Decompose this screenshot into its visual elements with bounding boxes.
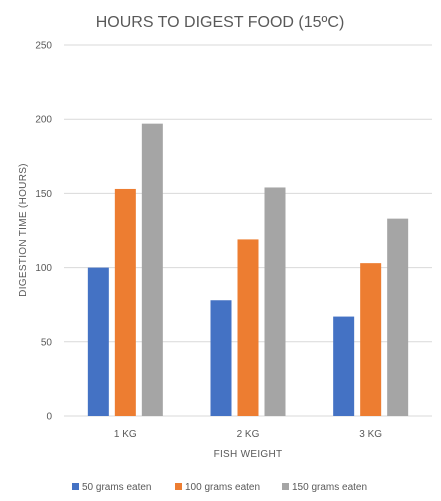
bar-1-2 xyxy=(210,300,232,416)
bar-3-1 xyxy=(141,123,163,416)
bar-3-2 xyxy=(264,187,286,416)
y-axis-title: DIGESTION TIME (HOURS) xyxy=(18,163,29,297)
x-tick-label: 3 KG xyxy=(359,429,382,440)
x-tick-label: 1 KG xyxy=(114,429,137,440)
legend-label-2: 100 grams eaten xyxy=(185,482,260,493)
y-tick-label: 100 xyxy=(35,263,52,274)
x-axis-ticks: 1 KG 2 KG 3 KG xyxy=(114,429,382,440)
legend-swatch-1 xyxy=(72,483,79,490)
bar-3-3 xyxy=(387,218,409,416)
bar-2-3 xyxy=(360,263,382,416)
bar-1-1 xyxy=(87,267,109,416)
bars xyxy=(87,123,409,416)
legend-label-3: 150 grams eaten xyxy=(292,482,367,493)
y-axis-ticks: 0 50 100 150 200 250 xyxy=(35,41,52,423)
y-tick-label: 0 xyxy=(46,412,52,423)
bar-2-1 xyxy=(114,188,136,416)
x-axis-title: FISH WEIGHT xyxy=(214,449,283,460)
y-tick-label: 150 xyxy=(35,189,52,200)
bar-2-2 xyxy=(237,239,259,416)
legend-swatch-2 xyxy=(175,483,182,490)
chart-title: HOURS TO DIGEST FOOD (15ºC) xyxy=(96,14,345,31)
y-tick-label: 50 xyxy=(41,337,53,348)
legend-swatch-3 xyxy=(282,483,289,490)
y-tick-label: 250 xyxy=(35,41,52,52)
bar-1-3 xyxy=(333,316,355,416)
legend: 50 grams eaten 100 grams eaten 150 grams e… xyxy=(72,482,367,493)
legend-label-1: 50 grams eaten xyxy=(82,482,152,493)
x-tick-label: 2 KG xyxy=(237,429,260,440)
y-tick-label: 200 xyxy=(35,115,52,126)
